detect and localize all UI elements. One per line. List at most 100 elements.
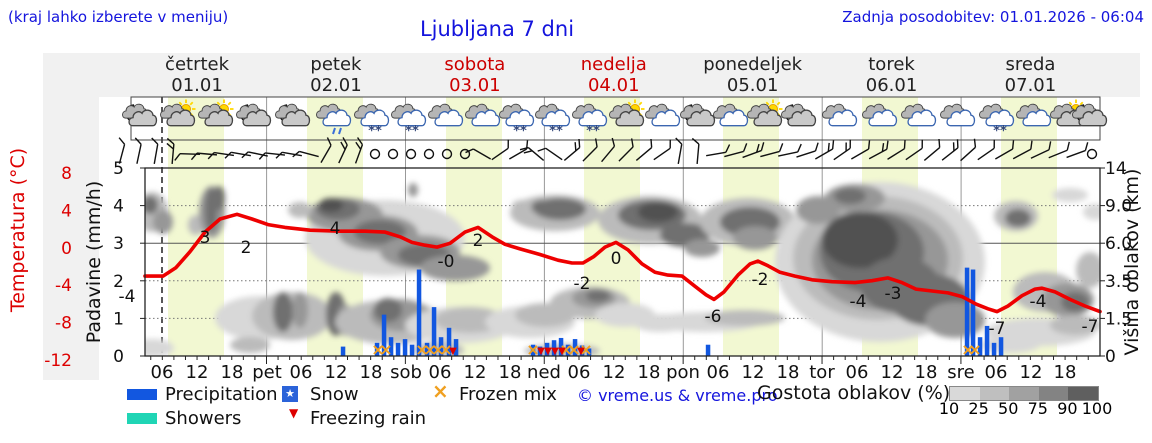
plot-frame <box>144 167 1101 357</box>
svg-text:18: 18 <box>360 362 383 383</box>
svg-text:2: 2 <box>241 238 252 258</box>
svg-text:četrtek: četrtek <box>165 54 230 75</box>
svg-text:×: × <box>439 340 452 359</box>
svg-text:-7: -7 <box>1082 317 1099 337</box>
svg-text:×: × <box>559 340 572 359</box>
svg-text:sre: sre <box>947 362 974 383</box>
svg-text:-8: -8 <box>55 314 72 334</box>
svg-text:4: 4 <box>330 219 341 239</box>
svg-text:12: 12 <box>742 362 765 383</box>
snow-weather-icon: ** <box>354 103 390 139</box>
svg-text:×: × <box>567 340 580 359</box>
svg-text:▼: ▼ <box>544 346 552 357</box>
svg-text:tor: tor <box>809 362 835 383</box>
cloud-weather-icon <box>862 103 898 127</box>
svg-text:12: 12 <box>325 362 348 383</box>
svg-text:0: 0 <box>611 249 622 269</box>
moon-weather-icon <box>236 103 272 127</box>
svg-text:pon: pon <box>666 362 700 383</box>
svg-text:06: 06 <box>846 362 869 383</box>
svg-text:ponedeljek: ponedeljek <box>703 54 802 75</box>
svg-text:12: 12 <box>186 362 209 383</box>
svg-text:12: 12 <box>603 362 626 383</box>
svg-text:3: 3 <box>113 234 124 254</box>
sun-weather-icon <box>747 99 783 127</box>
svg-text:▼: ▼ <box>558 346 566 357</box>
svg-text:6.0: 6.0 <box>1105 234 1132 254</box>
snow-weather-icon: ** <box>535 103 571 139</box>
snow-weather-icon: ** <box>391 103 427 139</box>
svg-text:8: 8 <box>61 164 72 184</box>
svg-text:06: 06 <box>707 362 730 383</box>
svg-text:ned: ned <box>527 362 561 383</box>
moon-weather-icon <box>275 103 311 127</box>
svg-text:**: ** <box>549 124 563 139</box>
svg-text:×: × <box>431 340 444 359</box>
svg-text:-2: -2 <box>574 274 591 294</box>
svg-text:04.01: 04.01 <box>588 75 640 96</box>
svg-text:×: × <box>968 340 981 359</box>
svg-text:-4: -4 <box>850 292 867 312</box>
svg-text:×: × <box>415 340 428 359</box>
svg-text:3: 3 <box>200 228 211 248</box>
cloud-weather-icon <box>822 103 858 127</box>
svg-text:-4: -4 <box>1030 292 1047 312</box>
sun-weather-icon <box>609 99 645 127</box>
svg-text:18: 18 <box>638 362 661 383</box>
svg-text:×: × <box>423 340 436 359</box>
sun-weather-icon <box>160 99 196 127</box>
precipitation-bars <box>340 267 1004 356</box>
cloud-weather-icon <box>428 103 464 127</box>
svg-text:12: 12 <box>881 362 904 383</box>
svg-text:5: 5 <box>113 159 124 179</box>
svg-text:**: ** <box>368 124 382 139</box>
svg-text:12: 12 <box>1020 362 1043 383</box>
left-axis-background <box>43 97 99 380</box>
svg-text:0: 0 <box>113 347 124 367</box>
svg-text:**: ** <box>405 124 419 139</box>
svg-text:14: 14 <box>1105 159 1127 179</box>
precipitation-axis-title: Padavine (mm/h) <box>83 181 105 344</box>
svg-text:18: 18 <box>1054 362 1077 383</box>
svg-text:×: × <box>526 340 539 359</box>
cloud-weather-icon <box>465 103 501 127</box>
svg-text:-0: -0 <box>438 252 455 272</box>
svg-text:**: ** <box>513 124 527 139</box>
svg-text:-4: -4 <box>119 287 136 307</box>
page-title: Ljubljana 7 dni <box>419 17 575 41</box>
moon-weather-icon <box>122 103 158 127</box>
svg-text:-7: -7 <box>989 319 1006 339</box>
svg-text:**: ** <box>586 124 600 139</box>
moon-weather-icon <box>1072 103 1108 127</box>
svg-text:▼: ▼ <box>551 346 559 357</box>
svg-text:pet: pet <box>252 362 282 383</box>
svg-text:×: × <box>579 340 592 359</box>
svg-text:4: 4 <box>61 201 72 221</box>
svg-text:torek: torek <box>868 54 915 75</box>
temperature-line <box>143 212 1102 314</box>
svg-text:06: 06 <box>985 362 1008 383</box>
temperature-axis-ticks: 8 4 0 -4 -8 -12 <box>44 164 72 371</box>
svg-text:18: 18 <box>499 362 522 383</box>
svg-text:18: 18 <box>915 362 938 383</box>
svg-text:3.5: 3.5 <box>1105 272 1132 292</box>
snow-weather-icon: ** <box>572 103 608 139</box>
svg-text:2: 2 <box>473 231 484 251</box>
svg-text:9.0: 9.0 <box>1105 197 1132 217</box>
svg-text:petek: petek <box>310 54 362 75</box>
svg-text:-2: -2 <box>752 270 769 290</box>
svg-text:18: 18 <box>777 362 800 383</box>
cloud-height-axis-title: Višina oblakov (km) <box>1121 169 1143 356</box>
svg-text:**: ** <box>993 124 1007 139</box>
temperature-value-labels: -4 3 2 4 -0 2 -2 0 -6 -2 -4 -3 -7 -4 -7 <box>119 219 1099 339</box>
svg-text:▼: ▼ <box>537 346 545 357</box>
svg-text:05.01: 05.01 <box>727 75 779 96</box>
svg-text:sreda: sreda <box>1005 54 1055 75</box>
svg-text:0: 0 <box>61 239 72 259</box>
svg-text:▼: ▼ <box>577 346 585 357</box>
x-axis-labels: 06 12 18 pet 06 12 18 sob 06 12 18 ned 06 12 18 pon 06 12… <box>151 362 1077 383</box>
sun-weather-icon <box>198 99 234 127</box>
svg-text:▼: ▼ <box>449 346 457 357</box>
